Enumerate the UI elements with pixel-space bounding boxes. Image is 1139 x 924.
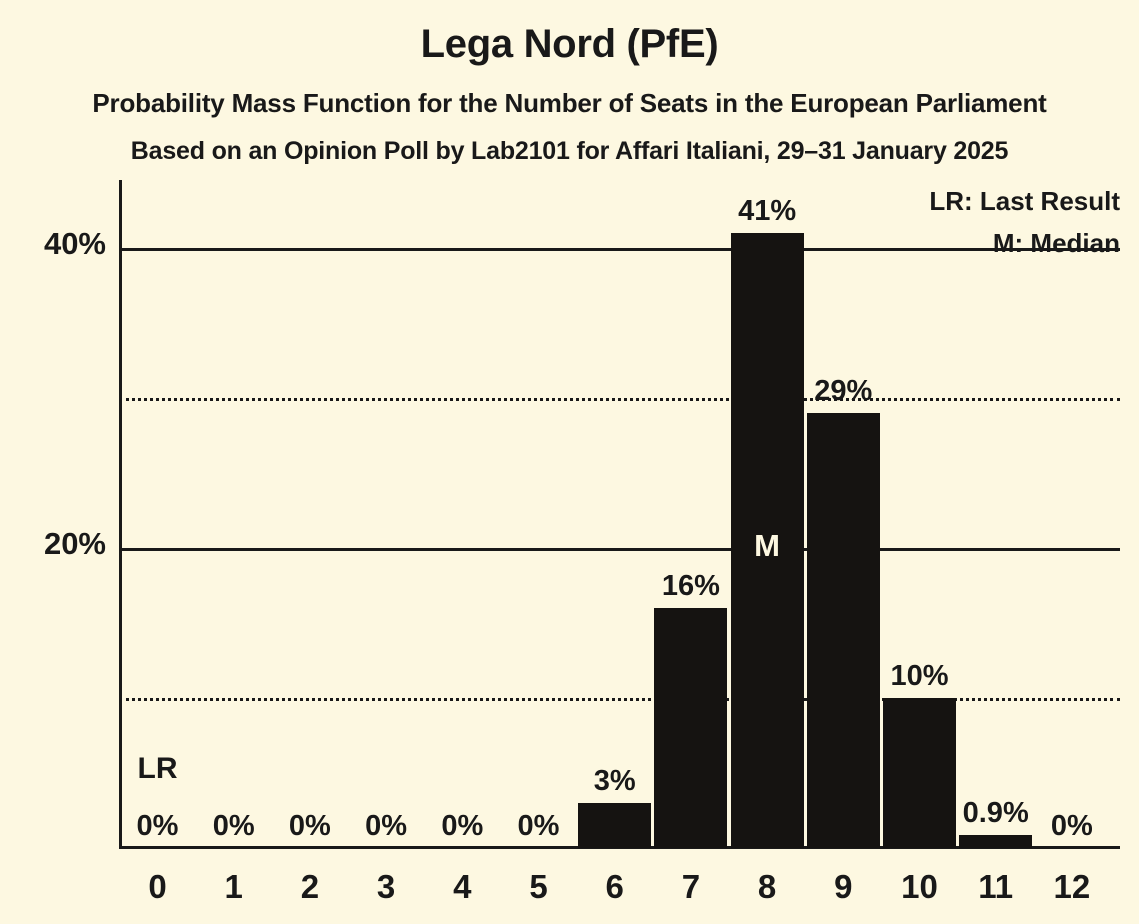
page-title: Lega Nord (PfE) bbox=[420, 22, 719, 66]
bar-value-label-seat-6: 3% bbox=[593, 765, 636, 797]
plot-area bbox=[119, 180, 1120, 849]
legend-median: M: Median bbox=[992, 228, 1120, 258]
bar-seat-6 bbox=[578, 803, 652, 848]
bar-seat-9 bbox=[806, 413, 880, 848]
y-tick-label: 20% bbox=[43, 526, 106, 561]
last-result-marker: LR bbox=[137, 752, 178, 785]
x-tick-label-2: 2 bbox=[300, 868, 320, 905]
chart-subtitle-primary: Probability Mass Function for the Number… bbox=[92, 88, 1047, 118]
bar-value-label-seat-7: 16% bbox=[661, 570, 720, 602]
gridline-30pct bbox=[119, 398, 1120, 401]
x-tick-label-10: 10 bbox=[901, 868, 938, 905]
x-tick-label-12: 12 bbox=[1053, 868, 1091, 905]
x-tick-label-5: 5 bbox=[529, 868, 548, 905]
bar-value-label-seat-9: 29% bbox=[814, 375, 873, 407]
bar-value-label-seat-11: 0.9% bbox=[962, 796, 1029, 829]
y-tick-label: 40% bbox=[43, 226, 106, 261]
legend-last-result: LR: Last Result bbox=[929, 186, 1120, 216]
gridline-10pct bbox=[119, 698, 1120, 701]
bar-value-label-seat-5: 0% bbox=[517, 810, 560, 842]
bar-seat-7 bbox=[654, 608, 728, 848]
bar-seat-11 bbox=[959, 834, 1033, 848]
bar-value-label-seat-12: 0% bbox=[1050, 810, 1093, 842]
bar-value-label-seat-0: 0% bbox=[136, 810, 179, 842]
bar-value-label-seat-2: 0% bbox=[288, 810, 331, 842]
bar-value-label-seat-8: 41% bbox=[738, 195, 797, 227]
bar-value-label-seat-3: 0% bbox=[365, 810, 408, 842]
x-tick-label-3: 3 bbox=[376, 868, 396, 905]
bar-seat-10 bbox=[883, 698, 956, 848]
x-tick-label-8: 8 bbox=[757, 868, 777, 905]
y-axis-line bbox=[119, 180, 122, 849]
chart-subtitle-source: Based on an Opinion Poll by Lab2101 for … bbox=[130, 137, 1009, 165]
gridline-20pct bbox=[119, 548, 1120, 551]
bar-seat-8 bbox=[730, 233, 804, 848]
x-tick-label-11: 11 bbox=[978, 868, 1014, 905]
bar-value-label-seat-1: 0% bbox=[212, 810, 255, 842]
x-tick-label-0: 0 bbox=[148, 868, 167, 905]
bar-value-label-seat-10: 10% bbox=[890, 660, 949, 692]
median-marker: M bbox=[754, 528, 780, 563]
x-tick-label-7: 7 bbox=[681, 868, 701, 905]
x-tick-label-4: 4 bbox=[453, 868, 472, 905]
x-tick-label-9: 9 bbox=[834, 868, 853, 905]
bar-value-label-seat-4: 0% bbox=[441, 810, 484, 842]
x-tick-label-6: 6 bbox=[605, 868, 624, 905]
x-tick-label-1: 1 bbox=[224, 868, 243, 905]
gridline-40pct bbox=[119, 248, 1120, 251]
